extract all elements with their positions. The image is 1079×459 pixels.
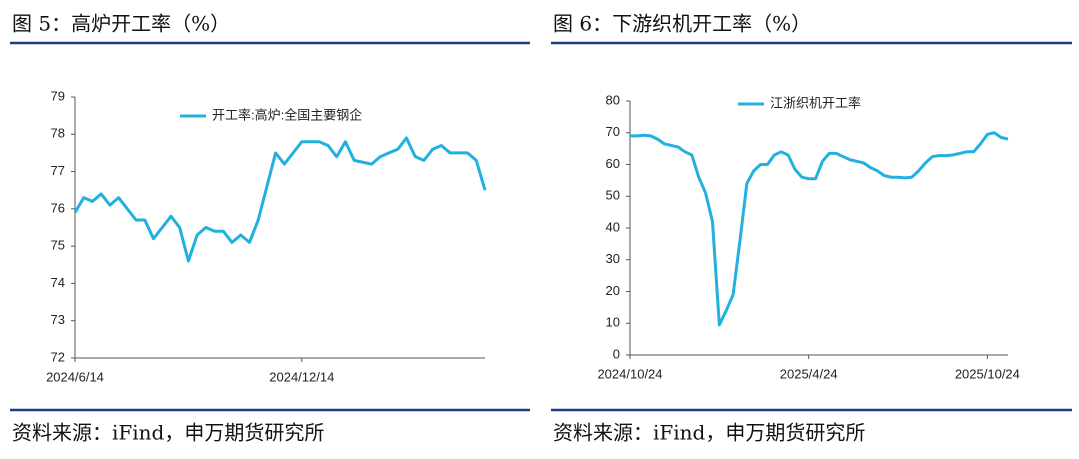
y-tick-label: 77 xyxy=(51,163,65,178)
y-tick-label: 80 xyxy=(606,92,620,107)
legend-label: 开工率:高炉:全国主要钢企 xyxy=(212,107,362,122)
y-tick-label: 76 xyxy=(51,200,65,215)
line-series xyxy=(630,131,1009,327)
y-tick-label: 75 xyxy=(51,238,65,253)
y-tick-label: 60 xyxy=(606,156,620,171)
x-tick-label: 2025/4/24 xyxy=(780,366,838,381)
y-tick-label: 0 xyxy=(613,346,620,361)
y-tick-label: 10 xyxy=(606,315,620,330)
x-tick-label: 2024/10/24 xyxy=(597,366,662,381)
y-tick-label: 30 xyxy=(606,251,620,266)
line-series xyxy=(73,136,487,263)
y-tick-label: 78 xyxy=(51,126,65,141)
y-tick-label: 40 xyxy=(606,219,620,234)
source: 资料来源：iFind，申万期货研究所 xyxy=(553,421,865,445)
figure-title: 图 6：下游织机开工率（%） xyxy=(553,12,811,36)
y-tick-label: 50 xyxy=(606,188,620,203)
y-tick-label: 74 xyxy=(51,275,65,290)
x-tick-label: 2024/12/14 xyxy=(269,369,334,384)
x-tick-label: 2024/6/14 xyxy=(46,369,104,384)
figure-title: 图 5：高炉开工率（%） xyxy=(12,12,230,36)
y-tick-label: 79 xyxy=(51,88,65,103)
x-tick-label: 2025/10/24 xyxy=(955,366,1020,381)
legend-label: 江浙织机开工率 xyxy=(770,95,861,110)
source: 资料来源：iFind，申万期货研究所 xyxy=(12,421,324,445)
y-tick-label: 73 xyxy=(51,312,65,327)
y-tick-label: 70 xyxy=(606,124,620,139)
y-tick-label: 72 xyxy=(51,349,65,364)
y-tick-label: 20 xyxy=(606,283,620,298)
